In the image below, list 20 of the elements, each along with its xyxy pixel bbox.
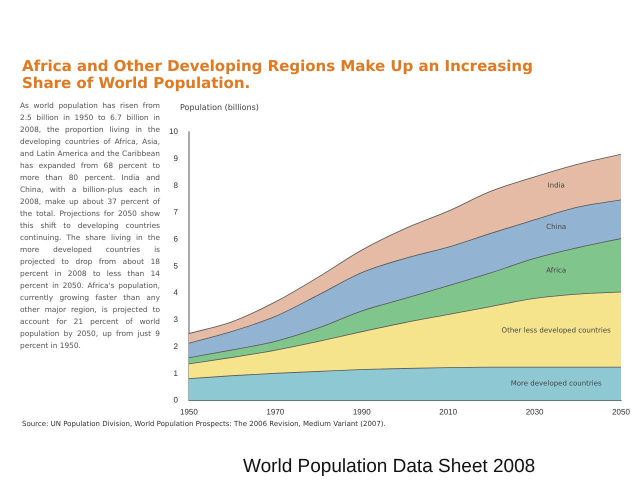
x-tick-label: 2050: [612, 407, 630, 416]
chart-title: Africa and Other Developing Regions Make Up an Increasing Share of World Population.: [22, 57, 534, 92]
y-axis-title: Population (billions): [180, 103, 259, 112]
y-tick-label: 2: [173, 342, 178, 351]
x-tick-label: 1950: [180, 407, 198, 416]
y-tick-label: 8: [173, 180, 178, 190]
y-tick-label: 4: [173, 288, 178, 298]
y-tick-label: 6: [173, 234, 178, 244]
y-tick-label: 1: [173, 368, 178, 378]
x-tick-label: 2030: [526, 407, 544, 416]
text: World Population Data Sheet 2008: [243, 456, 536, 478]
x-tick-label: 2010: [439, 407, 458, 416]
x-tick-label: 1990: [352, 407, 372, 416]
y-tick-label: 5: [173, 261, 178, 270]
y-tick-label: 3: [173, 315, 178, 324]
y-tick-label: 0: [173, 396, 178, 405]
y-tick-label: 9: [173, 154, 178, 164]
y-tick-label: 7: [173, 208, 178, 217]
x-tick-label: 1970: [266, 407, 285, 416]
y-tick-label: 10: [168, 127, 178, 136]
